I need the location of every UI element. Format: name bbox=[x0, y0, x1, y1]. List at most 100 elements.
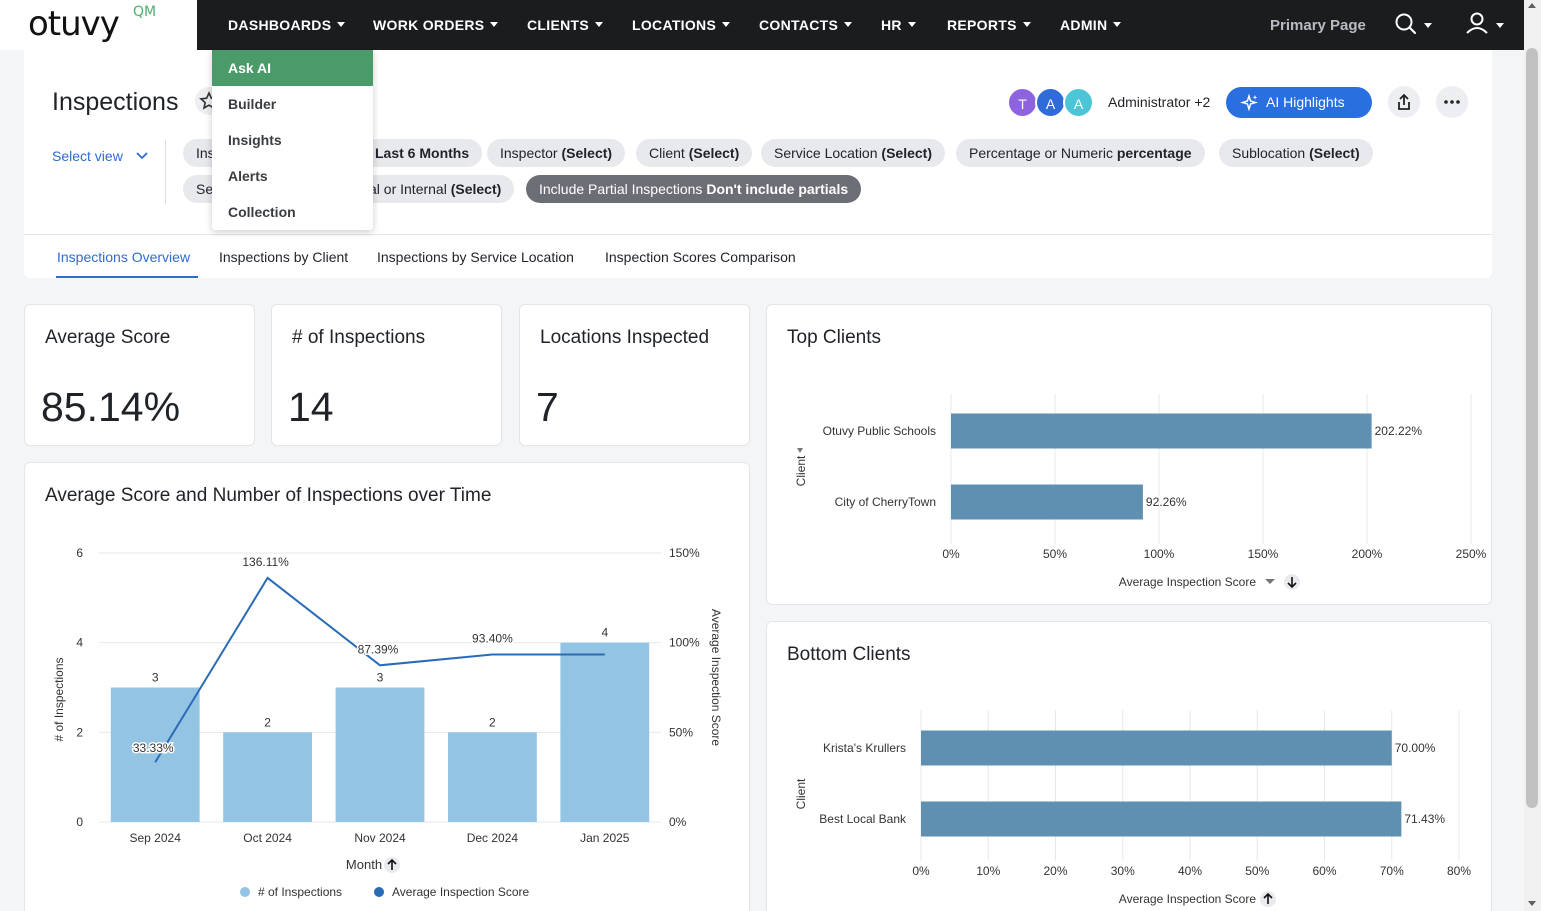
bar bbox=[951, 484, 1143, 520]
nav-item-label: CONTACTS bbox=[759, 17, 839, 33]
scrollbar-thumb[interactable] bbox=[1526, 48, 1538, 808]
scroll-down-icon[interactable] bbox=[1528, 901, 1536, 906]
chart-card-bottom-clients bbox=[766, 621, 1492, 911]
tab-inspections-by-service-location[interactable]: Inspections by Service Location bbox=[377, 249, 574, 265]
kpi-value: 85.14% bbox=[41, 384, 181, 430]
filter-chip-date-range[interactable]: Last 6 Months bbox=[362, 139, 483, 167]
share-icon bbox=[1398, 93, 1410, 110]
y2-axis-title: Average Inspection Score bbox=[709, 609, 723, 747]
menu-item-insights[interactable]: Insights bbox=[228, 132, 282, 148]
bar-data-label: 71.43% bbox=[1404, 812, 1445, 826]
tab-inspection-scores-comparison[interactable]: Inspection Scores Comparison bbox=[605, 249, 796, 265]
nav-item-label: DASHBOARDS bbox=[228, 17, 332, 33]
menu-item-collection[interactable]: Collection bbox=[228, 204, 296, 220]
nav-item-reports[interactable]: REPORTS bbox=[947, 0, 1031, 50]
filter-chip-inspector[interactable]: Inspector (Select) bbox=[487, 139, 626, 167]
y-axis-title: Client bbox=[794, 778, 808, 809]
legend-label: # of Inspections bbox=[258, 885, 342, 899]
kpi-label: Locations Inspected bbox=[540, 327, 710, 348]
sort-asc-icon bbox=[1260, 891, 1276, 907]
bar-data-label: 202.22% bbox=[1375, 424, 1423, 438]
x-tick-label: Jan 2025 bbox=[580, 831, 630, 845]
nav-item-hr[interactable]: HR bbox=[881, 0, 916, 50]
filter-chip-sublocation[interactable]: Sublocation (Select) bbox=[1219, 139, 1373, 167]
chip-value: (Select) bbox=[881, 145, 932, 161]
collaborators-label[interactable]: Administrator +2 bbox=[1108, 94, 1211, 110]
dashboards-dropdown-menu: Ask AI Builder Insights Alerts Collectio… bbox=[212, 50, 373, 230]
x-tick-label: 20% bbox=[1043, 864, 1067, 878]
share-button[interactable] bbox=[1388, 86, 1420, 118]
logo[interactable]: otuvy QM bbox=[0, 0, 197, 50]
y-tick-label: 2 bbox=[76, 725, 83, 739]
x-tick-label: Oct 2024 bbox=[243, 831, 292, 845]
chip-label: Client bbox=[649, 145, 689, 161]
nav-item-locations[interactable]: LOCATIONS bbox=[632, 0, 731, 50]
category-label: Otuvy Public Schools bbox=[823, 424, 936, 438]
chip-label: Include Partial Inspections bbox=[539, 181, 707, 197]
x-tick-label: 80% bbox=[1447, 864, 1471, 878]
nav-item-work-orders[interactable]: WORK ORDERS bbox=[373, 0, 499, 50]
nav-item-clients[interactable]: CLIENTS bbox=[527, 0, 603, 50]
category-label: Best Local Bank bbox=[819, 812, 907, 826]
sort-arrow-icon bbox=[384, 857, 400, 873]
sort-arrow-glyph bbox=[1287, 577, 1297, 589]
chart-card-top-clients bbox=[766, 304, 1492, 605]
chip-label: Se bbox=[196, 181, 214, 197]
menu-item-builder[interactable]: Builder bbox=[228, 96, 277, 112]
bar bbox=[448, 732, 537, 822]
sparkle-icon bbox=[1240, 93, 1259, 112]
legend-swatch bbox=[240, 887, 250, 897]
filter-chip-service-location[interactable]: Service Location (Select) bbox=[761, 139, 945, 167]
x-axis-title: Average Inspection Score bbox=[1119, 892, 1257, 906]
tab-inspections-by-client[interactable]: Inspections by Client bbox=[219, 249, 349, 265]
x-tick-label: 70% bbox=[1380, 864, 1404, 878]
filter-chip-external-internal[interactable]: al or Internal (Select) bbox=[356, 175, 515, 203]
x-tick-label: 50% bbox=[1043, 547, 1067, 561]
filter-chip-client[interactable]: Client (Select) bbox=[636, 139, 753, 167]
chip-value: (Select) bbox=[450, 181, 502, 197]
select-view-dropdown[interactable]: Select view bbox=[52, 148, 149, 164]
category-label: Krista's Krullers bbox=[823, 741, 906, 755]
menu-item-alerts[interactable]: Alerts bbox=[228, 168, 268, 184]
caret-down-icon bbox=[907, 21, 916, 27]
scroll-up-icon[interactable] bbox=[1528, 3, 1536, 8]
filter-chip-partial-inspections[interactable]: Include Partial Inspections Don't includ… bbox=[526, 175, 862, 203]
menu-item-ask-ai[interactable]: Ask AI bbox=[212, 50, 373, 86]
avatar[interactable]: A bbox=[1035, 87, 1066, 118]
legend-label: Average Inspection Score bbox=[392, 885, 530, 899]
filter-chip-percentage-numeric[interactable]: Percentage or Numeric percentage bbox=[956, 139, 1205, 167]
select-view-label: Select view bbox=[52, 148, 123, 164]
bar bbox=[560, 642, 650, 822]
avatar[interactable]: A bbox=[1063, 87, 1094, 118]
avatar-initial: A bbox=[1073, 96, 1084, 112]
nav-item-dashboards[interactable]: DASHBOARDS bbox=[228, 0, 346, 50]
kpi-value: 7 bbox=[536, 384, 559, 430]
y-axis-title: Client bbox=[794, 455, 808, 486]
top-clients-chart: 0% 50% 100% 150% 200% 250% 202.22% Otuvy Public… bbox=[794, 393, 1487, 590]
y2-tick-label: 0% bbox=[669, 815, 687, 829]
caret-down-icon bbox=[1113, 21, 1122, 27]
nav-item-admin[interactable]: ADMIN bbox=[1060, 0, 1122, 50]
series-line bbox=[154, 576, 605, 763]
nav-item-label: LOCATIONS bbox=[632, 17, 717, 33]
line-data-label: 136.11% bbox=[242, 555, 289, 569]
logo-mark: QM bbox=[133, 4, 157, 20]
line-data-label: 33.33% bbox=[133, 741, 174, 755]
tab-inspections-overview[interactable]: Inspections Overview bbox=[57, 249, 191, 265]
nav-item-contacts[interactable]: CONTACTS bbox=[759, 0, 853, 50]
avatar-initial: A bbox=[1045, 96, 1056, 112]
avatar[interactable]: T bbox=[1007, 87, 1038, 118]
page-title: Inspections bbox=[52, 88, 179, 116]
more-options-button[interactable] bbox=[1436, 86, 1468, 118]
avatar-initial: T bbox=[1018, 96, 1027, 112]
header-divider bbox=[24, 234, 1492, 235]
user-menu[interactable] bbox=[1466, 12, 1506, 43]
chip-label: al or Internal bbox=[369, 181, 451, 197]
x-tick-label: Nov 2024 bbox=[354, 831, 406, 845]
ai-highlights-button[interactable]: AI Highlights bbox=[1226, 87, 1372, 118]
chip-label: Sublocation bbox=[1232, 145, 1310, 161]
y2-tick-label: 50% bbox=[669, 725, 693, 739]
bar bbox=[223, 732, 312, 822]
search-menu[interactable] bbox=[1394, 12, 1434, 43]
primary-page-link[interactable]: Primary Page bbox=[1270, 17, 1366, 34]
